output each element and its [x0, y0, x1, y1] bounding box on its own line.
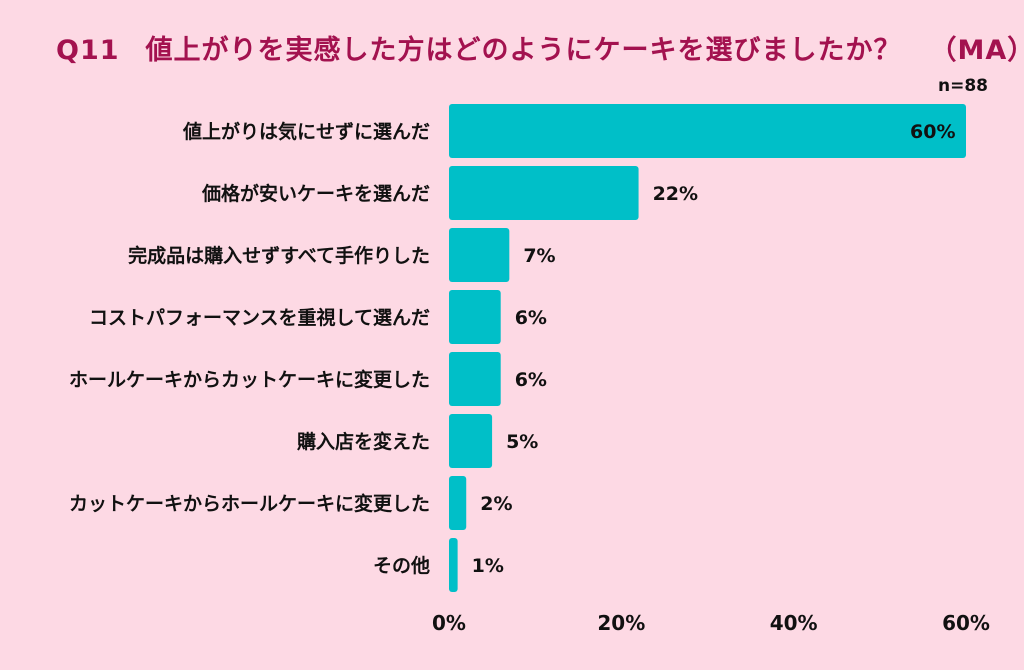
category-label: カットケーキからホールケーキに変更した — [69, 492, 430, 515]
chart-title: Q11 値上がりを実感した方はどのようにケーキを選びましたか？ （MA） — [56, 28, 1024, 67]
value-label: 22% — [653, 183, 698, 205]
value-label: 6% — [515, 307, 547, 329]
bar — [449, 104, 966, 158]
x-tick-label: 60% — [942, 611, 990, 635]
value-label: 7% — [523, 245, 555, 267]
category-label: 購入店を変えた — [297, 430, 430, 453]
value-label: 2% — [480, 493, 512, 515]
bar — [449, 476, 467, 530]
bar — [449, 290, 501, 344]
x-tick-label: 0% — [432, 611, 466, 635]
value-label: 1% — [472, 555, 504, 577]
bar — [449, 414, 493, 468]
value-label: 5% — [506, 431, 538, 453]
sample-size: n=88 — [937, 76, 988, 96]
category-label: その他 — [373, 554, 430, 577]
category-label: ホールケーキからカットケーキに変更した — [69, 368, 430, 391]
category-label: 完成品は購入せずすべて手作りした — [128, 244, 430, 267]
x-tick-label: 40% — [770, 611, 818, 635]
bar — [449, 228, 510, 282]
bar — [449, 538, 458, 592]
multiple-answer-tag: （MA） — [929, 35, 1024, 66]
category-label: 値上がりは気にせずに選んだ — [182, 120, 430, 143]
value-label: 6% — [515, 369, 547, 391]
x-tick-label: 20% — [597, 611, 645, 635]
category-label: 価格が安いケーキを選んだ — [201, 182, 430, 205]
question-text: 値上がりを実感した方はどのようにケーキを選びましたか？ — [145, 35, 902, 66]
bar — [449, 166, 639, 220]
question-code: Q11 — [56, 35, 120, 66]
bar — [449, 352, 501, 406]
category-label: コストパフォーマンスを重視して選んだ — [89, 306, 430, 329]
value-label: 60% — [910, 121, 955, 143]
